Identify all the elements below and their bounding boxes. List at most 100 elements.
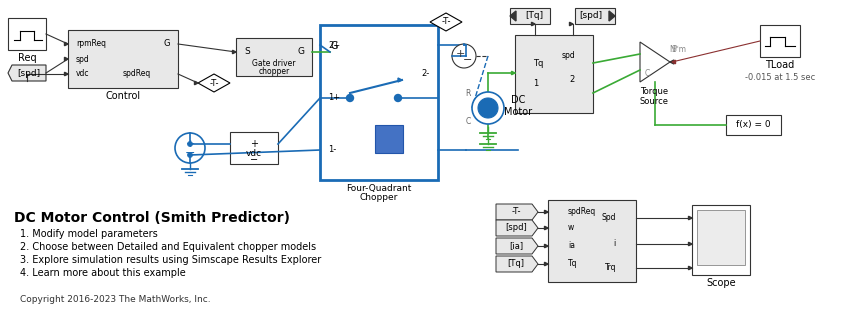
Text: Req: Req [18, 53, 37, 63]
Text: C: C [465, 117, 470, 127]
Polygon shape [233, 50, 236, 54]
Text: −: − [463, 55, 473, 65]
Text: Copyright 2016-2023 The MathWorks, Inc.: Copyright 2016-2023 The MathWorks, Inc. [20, 296, 210, 304]
Polygon shape [496, 220, 538, 236]
Text: w: w [568, 223, 574, 232]
Text: [spd]: [spd] [17, 68, 41, 77]
Bar [68, 30, 178, 88]
Polygon shape [672, 60, 676, 64]
Text: G: G [297, 47, 304, 57]
Text: [spd]: [spd] [579, 11, 602, 21]
Text: 1: 1 [533, 78, 538, 88]
Text: [Tq]: [Tq] [525, 11, 543, 21]
Text: rpmReq: rpmReq [76, 40, 106, 48]
Text: Spd: Spd [602, 214, 616, 222]
Text: +: + [250, 139, 258, 149]
Circle shape [452, 44, 476, 68]
Text: G: G [164, 40, 170, 48]
Polygon shape [640, 42, 670, 82]
Text: S: S [244, 47, 250, 57]
Bar [8, 18, 46, 50]
Circle shape [187, 152, 193, 158]
Text: f(x) = 0: f(x) = 0 [735, 121, 770, 129]
Circle shape [472, 92, 504, 124]
Polygon shape [65, 57, 68, 61]
Text: G: G [331, 41, 337, 51]
Text: -0.015 at 1.5 sec: -0.015 at 1.5 sec [745, 73, 815, 81]
Bar [230, 132, 278, 164]
Text: chopper: chopper [258, 66, 290, 76]
Polygon shape [688, 266, 692, 270]
Polygon shape [532, 22, 535, 26]
Polygon shape [670, 60, 674, 64]
Text: Torque: Torque [640, 88, 668, 96]
Circle shape [394, 95, 401, 101]
Text: [ia]: [ia] [509, 242, 523, 250]
Text: -T-: -T- [511, 208, 521, 216]
Bar [760, 25, 800, 57]
Text: −: − [185, 146, 195, 160]
Polygon shape [688, 242, 692, 246]
Text: [spd]: [spd] [505, 223, 527, 232]
Text: R: R [465, 90, 470, 98]
Text: vdc: vdc [76, 70, 89, 78]
Text: 1-: 1- [328, 146, 337, 154]
Polygon shape [496, 256, 538, 272]
Bar [575, 8, 615, 24]
Text: Motor: Motor [504, 107, 532, 117]
Text: DC: DC [511, 95, 525, 105]
Polygon shape [569, 22, 573, 26]
Text: Source: Source [640, 96, 669, 106]
Bar [697, 210, 745, 265]
Text: -T-: -T- [210, 78, 219, 88]
Polygon shape [430, 13, 462, 31]
Text: 2. Choose between Detailed and Equivalent chopper models: 2. Choose between Detailed and Equivalen… [20, 242, 316, 252]
Text: -T-: -T- [441, 18, 451, 26]
Bar [515, 35, 593, 113]
Text: 3. Explore simulation results using Simscape Results Explorer: 3. Explore simulation results using Sims… [20, 255, 321, 265]
Bar [692, 205, 750, 275]
Polygon shape [194, 81, 198, 85]
Text: S: S [672, 45, 676, 55]
Text: Control: Control [106, 91, 141, 101]
Polygon shape [688, 216, 692, 220]
Polygon shape [398, 78, 402, 82]
Circle shape [187, 142, 193, 146]
Text: N*m: N*m [670, 45, 687, 55]
Text: 4. Learn more about this example: 4. Learn more about this example [20, 268, 186, 278]
Polygon shape [496, 238, 538, 254]
Bar [236, 38, 312, 76]
Polygon shape [198, 74, 230, 92]
Text: ia: ia [568, 242, 575, 250]
Text: 1+: 1+ [328, 94, 340, 102]
Circle shape [478, 98, 498, 118]
Text: spdReq: spdReq [123, 70, 152, 78]
Text: spd: spd [561, 50, 575, 60]
Text: Trq: Trq [605, 264, 616, 272]
Polygon shape [510, 11, 516, 21]
Polygon shape [544, 210, 548, 214]
Bar [548, 200, 636, 282]
Text: Tq: Tq [533, 59, 544, 67]
Bar [726, 115, 781, 135]
Text: Gate driver: Gate driver [252, 59, 296, 67]
Text: spdReq: spdReq [568, 208, 596, 216]
Text: TLoad: TLoad [765, 60, 795, 70]
Text: +: + [455, 49, 464, 59]
Text: vdc: vdc [246, 149, 262, 159]
Text: i: i [613, 239, 616, 249]
Bar [510, 8, 550, 24]
Text: spd: spd [76, 55, 89, 63]
Text: Four-Quadrant: Four-Quadrant [346, 183, 412, 193]
Text: C: C [645, 70, 650, 78]
Circle shape [175, 133, 205, 163]
Text: Chopper: Chopper [360, 193, 398, 201]
Text: −: − [250, 155, 258, 165]
Circle shape [347, 95, 354, 101]
Text: 2+: 2+ [328, 41, 340, 49]
Text: [Tq]: [Tq] [508, 260, 525, 268]
Polygon shape [496, 204, 538, 220]
Polygon shape [8, 65, 46, 81]
Polygon shape [544, 244, 548, 248]
Polygon shape [609, 11, 615, 21]
